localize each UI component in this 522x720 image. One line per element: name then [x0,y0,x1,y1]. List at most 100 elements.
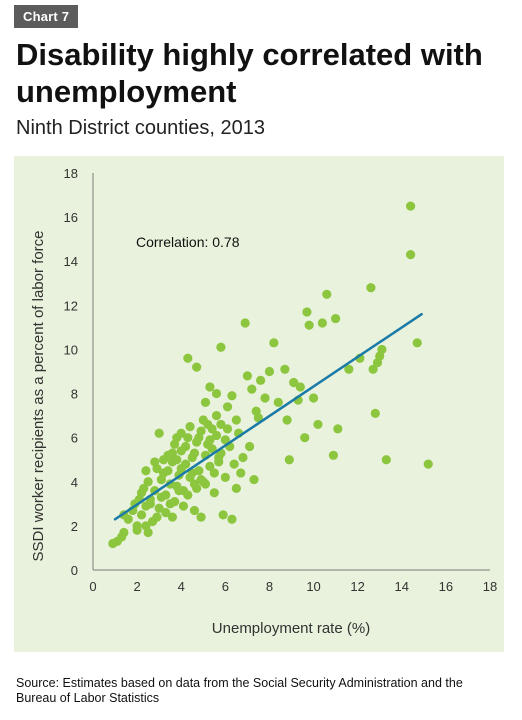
data-point [322,289,332,299]
data-point [145,499,155,509]
data-point [214,452,224,463]
data-point [152,512,162,522]
data-point [412,338,422,348]
scatter-chart: 0 2 4 6 8 10 12 14 16 18 0 2 4 6 8 10 12 14 16 18 Correlati… [30,166,498,637]
data-point [240,318,250,328]
data-point [156,492,166,502]
data-point [209,488,219,498]
data-point [328,450,339,460]
y-tick-label: 16 [64,210,78,225]
data-point [377,344,387,355]
data-point [216,419,226,430]
data-point [216,342,226,352]
y-tick-label: 12 [64,298,78,313]
data-point [178,501,189,511]
chart-panel: 0 2 4 6 8 10 12 14 16 18 0 2 4 6 8 10 12 14 16 18 Correlati… [14,156,504,652]
data-point [211,430,222,441]
data-point [300,433,310,443]
data-point [368,364,378,374]
data-point [183,490,193,500]
x-tick-label: 6 [222,579,229,594]
data-point [220,472,230,482]
data-point [136,488,147,498]
y-axis-label: SSDI worker recipients as a percent of l… [30,231,47,562]
data-point [150,457,160,467]
data-point [119,527,129,538]
data-point [205,461,215,471]
data-point [289,377,299,388]
data-point [170,497,180,507]
data-point [211,388,222,399]
data-point [211,411,222,421]
data-point [302,307,312,317]
trend-line [113,312,423,521]
x-tick-label: 14 [395,579,409,594]
y-tick-label: 8 [71,387,78,402]
ticks: 0 2 4 6 8 10 12 14 16 18 0 2 4 6 8 10 12 14 16 18 [64,166,498,594]
data-point [244,441,255,452]
y-tick-label: 0 [71,563,78,578]
x-tick-label: 4 [178,579,185,594]
data-point [163,450,173,460]
x-tick-label: 10 [306,579,320,594]
data-point [406,250,416,260]
data-point [198,415,208,425]
data-point [247,384,257,394]
data-point [333,424,343,434]
data-point [183,353,193,363]
data-point [181,441,191,452]
data-point [256,375,266,385]
data-point [264,366,275,377]
data-point [282,415,292,425]
data-point [370,408,380,419]
data-point [253,413,264,423]
data-point [269,338,279,348]
data-point [203,439,213,449]
data-point [344,364,354,374]
data-point [172,455,182,465]
data-point [143,477,153,487]
x-tick-label: 8 [266,579,273,594]
data-point [143,527,153,538]
data-point [200,479,211,489]
data-point [222,402,233,412]
data-point [200,397,211,407]
data-point [154,503,164,513]
data-point [158,468,169,478]
data-point [242,371,252,381]
data-point [249,474,259,485]
data-point [185,422,195,432]
x-tick-label: 16 [439,579,453,594]
data-point [273,397,283,407]
y-tick-label: 4 [71,475,78,490]
data-point [123,514,133,524]
data-point [218,510,228,520]
data-point [194,433,204,443]
data-point [174,486,184,496]
data-point [227,514,237,524]
y-tick-label: 14 [64,254,78,269]
x-tick-label: 2 [133,579,140,594]
data-point [317,318,327,328]
data-point [189,505,200,516]
data-point [189,448,200,458]
y-tick-label: 18 [64,166,78,181]
data-point [280,364,290,374]
correlation-annotation: Correlation: 0.78 [136,234,240,250]
y-tick-label: 2 [71,519,78,534]
data-point [176,428,186,438]
data-point [183,433,193,443]
chart-title: Disability highly correlated with unempl… [16,37,483,109]
x-tick-label: 18 [483,579,497,594]
data-point [238,452,248,463]
data-point [304,320,314,330]
source-note: Source: Estimates based on data from the… [16,676,463,705]
y-tick-label: 6 [71,431,78,446]
data-point [196,512,206,522]
data-point [132,525,142,535]
data-point [205,382,215,392]
x-tick-label: 0 [89,579,96,594]
data-point [220,435,230,445]
chart-subtitle: Ninth District counties, 2013 [16,117,266,139]
x-tick-label: 12 [350,579,364,594]
